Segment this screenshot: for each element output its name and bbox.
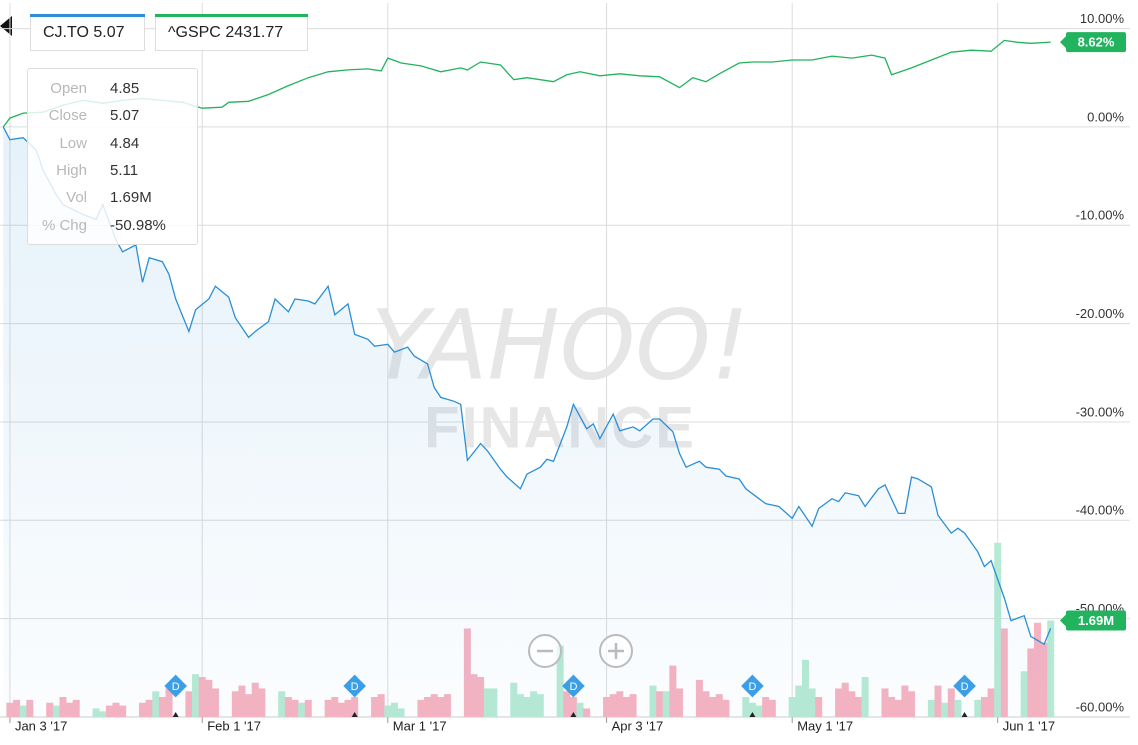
tooltip-value: 5.07 [110, 107, 140, 125]
legend-swatch [155, 14, 308, 17]
event-tick [351, 712, 358, 717]
tooltip-value: 5.11 [110, 161, 139, 179]
legend-chip[interactable]: CJ.TO 5.07 [30, 14, 145, 51]
event-label: D [172, 681, 180, 693]
tooltip-row: % Chg -50.98% [28, 216, 197, 236]
tooltip-label: Open [50, 80, 87, 97]
y-tick-label: 0.00% [1087, 109, 1124, 124]
x-tick-label: Mar 1 '17 [393, 718, 447, 733]
event-tick [961, 712, 968, 717]
tooltip-label: High [56, 161, 87, 179]
event-label: D [748, 681, 756, 693]
event-marker [562, 674, 585, 698]
tooltip-row: Close 5.07 [28, 106, 197, 126]
x-tick-label: Apr 3 '17 [612, 718, 664, 733]
y-tick-label: -10.00% [1076, 208, 1125, 223]
event-tick [570, 712, 577, 717]
y-tick-label: -60.00% [1076, 699, 1125, 714]
area [3, 126, 1051, 717]
badge [1066, 32, 1126, 53]
event-marker [953, 674, 976, 698]
scroll-left-arrow[interactable] [0, 16, 12, 36]
tooltip-label: % Chg [41, 216, 87, 234]
x-tick-label: Feb 1 '17 [207, 718, 261, 733]
event-marker [741, 674, 764, 698]
legend-value: 2431.77 [225, 24, 284, 41]
watermark: YAHOO! [371, 289, 750, 401]
x-tick-label: Jun 1 '17 [1003, 718, 1055, 733]
zoom-button[interactable] [599, 634, 633, 668]
x-tick-label: May 1 '17 [797, 718, 853, 733]
y-tick-label: -20.00% [1076, 306, 1125, 321]
legend-name: CJ.TO [43, 24, 89, 41]
tooltip-value: 4.85 [110, 80, 140, 97]
badge-arrow [1060, 613, 1067, 628]
tooltip-label: Close [48, 107, 87, 125]
event-label: D [961, 681, 969, 693]
tooltip-row: Vol 1.69M [28, 188, 197, 208]
legend-value: 5.07 [93, 24, 125, 41]
badge-label: 8.62% [1078, 35, 1115, 50]
tooltip-row: High 5.11 [28, 161, 197, 181]
event-label: D [351, 681, 359, 693]
zoom-button[interactable] [528, 634, 562, 668]
y-tick-label: -30.00% [1076, 404, 1125, 419]
line [2, 126, 1052, 646]
legend-name: ^GSPC [168, 24, 221, 41]
tooltip-row: Low 4.84 [28, 134, 197, 154]
badge-arrow [1060, 35, 1067, 50]
tooltip-value: 1.69M [110, 189, 152, 207]
y-tick-label: -40.00% [1076, 503, 1125, 518]
tooltip-row: Open 4.85 [28, 79, 197, 99]
tooltip-value: -50.98% [110, 216, 166, 234]
tooltip-label: Vol [66, 189, 87, 207]
y-tick-label: 10.00% [1080, 11, 1125, 26]
tooltip-label: Low [59, 134, 87, 152]
event-tick [749, 712, 756, 717]
legend-swatch [30, 14, 145, 17]
event-label: D [569, 681, 577, 693]
volume-bar [1047, 620, 1055, 717]
badge [1066, 610, 1126, 631]
event-marker [343, 674, 366, 698]
tooltip: Open 4.85 Close 5.07 Low 4.84 High 5.11 Vol 1.69M… [27, 68, 198, 245]
badge-label: 1.69M [1078, 613, 1114, 628]
event-tick [172, 712, 179, 717]
legend-chip[interactable]: ^GSPC 2431.77 [155, 14, 308, 51]
tooltip-value: 4.84 [110, 134, 140, 152]
x-tick-label: Jan 3 '17 [15, 718, 67, 733]
